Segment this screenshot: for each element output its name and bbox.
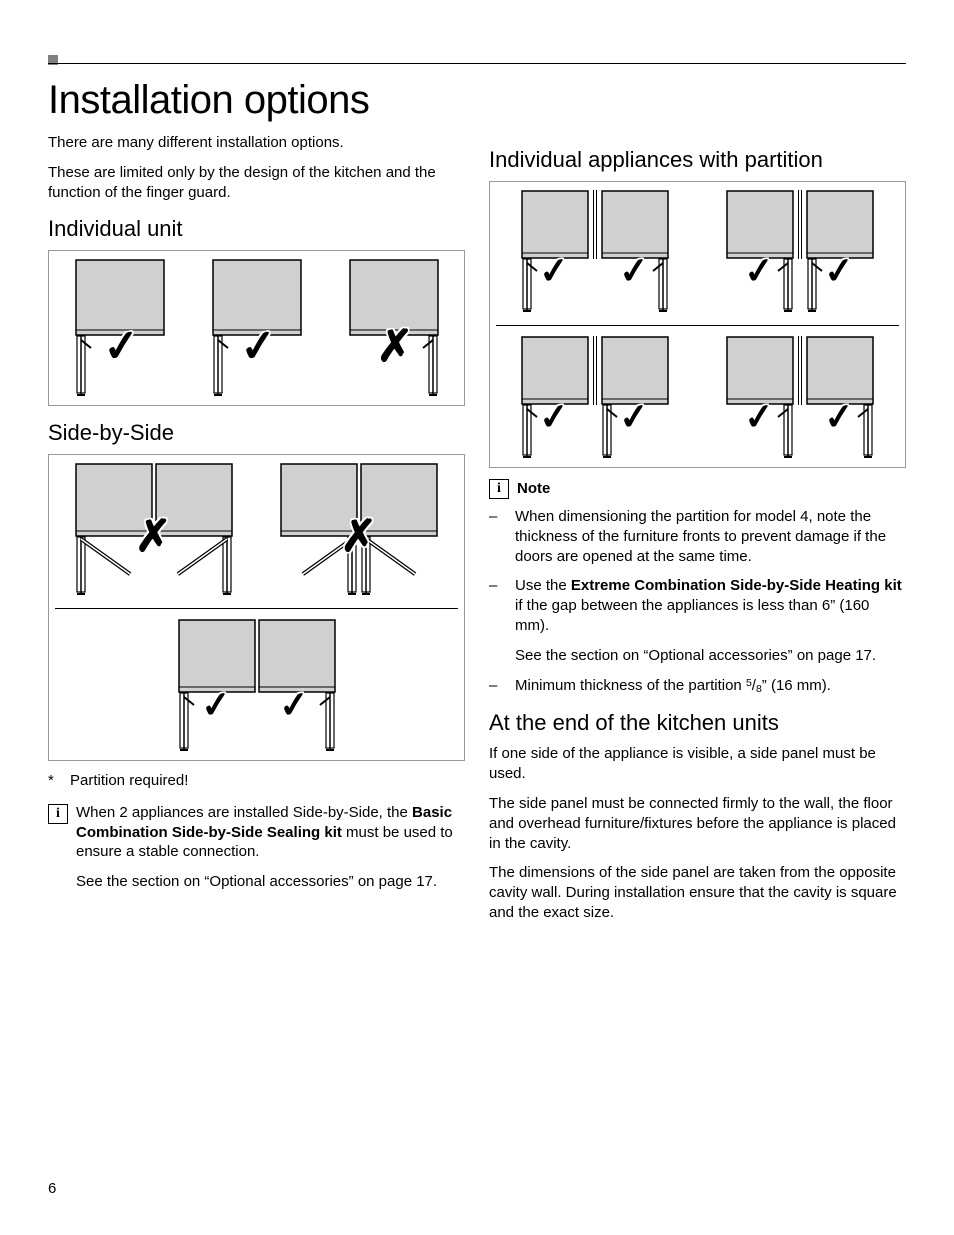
appliance-icon (178, 619, 256, 754)
info-icon: i (48, 804, 68, 824)
appliance-icon (75, 259, 165, 399)
appliance-icon (806, 190, 874, 315)
appliance-group: ✓✓ (521, 190, 669, 315)
partition-icon (798, 336, 802, 405)
appliance-group: ✓ (75, 259, 165, 399)
right-column: Individual appliances with partition ✓✓✓… (489, 133, 906, 933)
figure-side-by-side: ✗ ✗ ✓✓ (48, 454, 465, 761)
heading-individual-unit: Individual unit (48, 216, 465, 242)
heading-end-units: At the end of the kitchen units (489, 710, 906, 736)
end-p3: The dimensions of the side panel are tak… (489, 863, 906, 922)
appliance-group: ✗ (75, 463, 233, 598)
appliance-icon (75, 463, 153, 598)
appliance-icon (349, 259, 439, 399)
appliance-icon (806, 336, 874, 461)
figure-partition: ✓✓ ✓✓ ✓✓ ✓✓ (489, 181, 906, 468)
appliance-icon (212, 259, 302, 399)
note-label: Note (517, 480, 550, 497)
appliance-icon (258, 619, 336, 754)
appliance-icon (280, 463, 358, 598)
intro-p2: These are limited only by the design of … (48, 163, 465, 203)
partition-icon (798, 190, 802, 259)
note-list: – When dimensioning the partition for mo… (489, 507, 906, 696)
end-p2: The side panel must be connected firmly … (489, 794, 906, 853)
appliance-group: ✓ (212, 259, 302, 399)
appliance-icon (726, 190, 794, 315)
appliance-icon (726, 336, 794, 461)
info-icon: i (489, 479, 509, 499)
info-basic-kit: i When 2 appliances are installed Side-b… (48, 803, 465, 902)
footnote-text: Partition required! (70, 771, 188, 791)
footnote-marker: * (48, 771, 60, 791)
info-p1: When 2 appliances are installed Side-by-… (76, 803, 465, 862)
heading-side-by-side: Side-by-Side (48, 420, 465, 446)
appliance-group: ✓✓ (726, 336, 874, 461)
appliance-icon (155, 463, 233, 598)
footnote-partition: * Partition required! (48, 771, 465, 791)
appliance-group: ✓✓ (521, 336, 669, 461)
note-item-1: – When dimensioning the partition for mo… (489, 507, 906, 566)
page-title: Installation options (48, 78, 906, 123)
heading-partition: Individual appliances with partition (489, 147, 906, 173)
partition-icon (593, 336, 597, 405)
appliance-icon (521, 190, 589, 315)
header-rule (48, 38, 906, 64)
appliance-icon (601, 190, 669, 315)
note-item-2: – Use the Extreme Combination Side-by-Si… (489, 576, 906, 665)
partition-icon (593, 190, 597, 259)
page-number: 6 (48, 1180, 56, 1197)
end-p1: If one side of the appliance is visible,… (489, 744, 906, 784)
appliance-icon (601, 336, 669, 461)
appliance-icon (360, 463, 438, 598)
info-p2: See the section on “Optional accessories… (76, 872, 465, 892)
note-item-3: – Minimum thickness of the partition 5/8… (489, 676, 906, 697)
appliance-group: ✓✓ (726, 190, 874, 315)
intro-p1: There are many different installation op… (48, 133, 465, 153)
appliance-group: ✗ (349, 259, 439, 399)
figure-individual-unit: ✓ ✓ ✗ (48, 250, 465, 406)
appliance-group: ✓✓ (178, 619, 336, 754)
note-header: i Note (489, 478, 906, 499)
appliance-group: ✗ (280, 463, 438, 598)
left-column: There are many different installation op… (48, 133, 465, 933)
appliance-icon (521, 336, 589, 461)
